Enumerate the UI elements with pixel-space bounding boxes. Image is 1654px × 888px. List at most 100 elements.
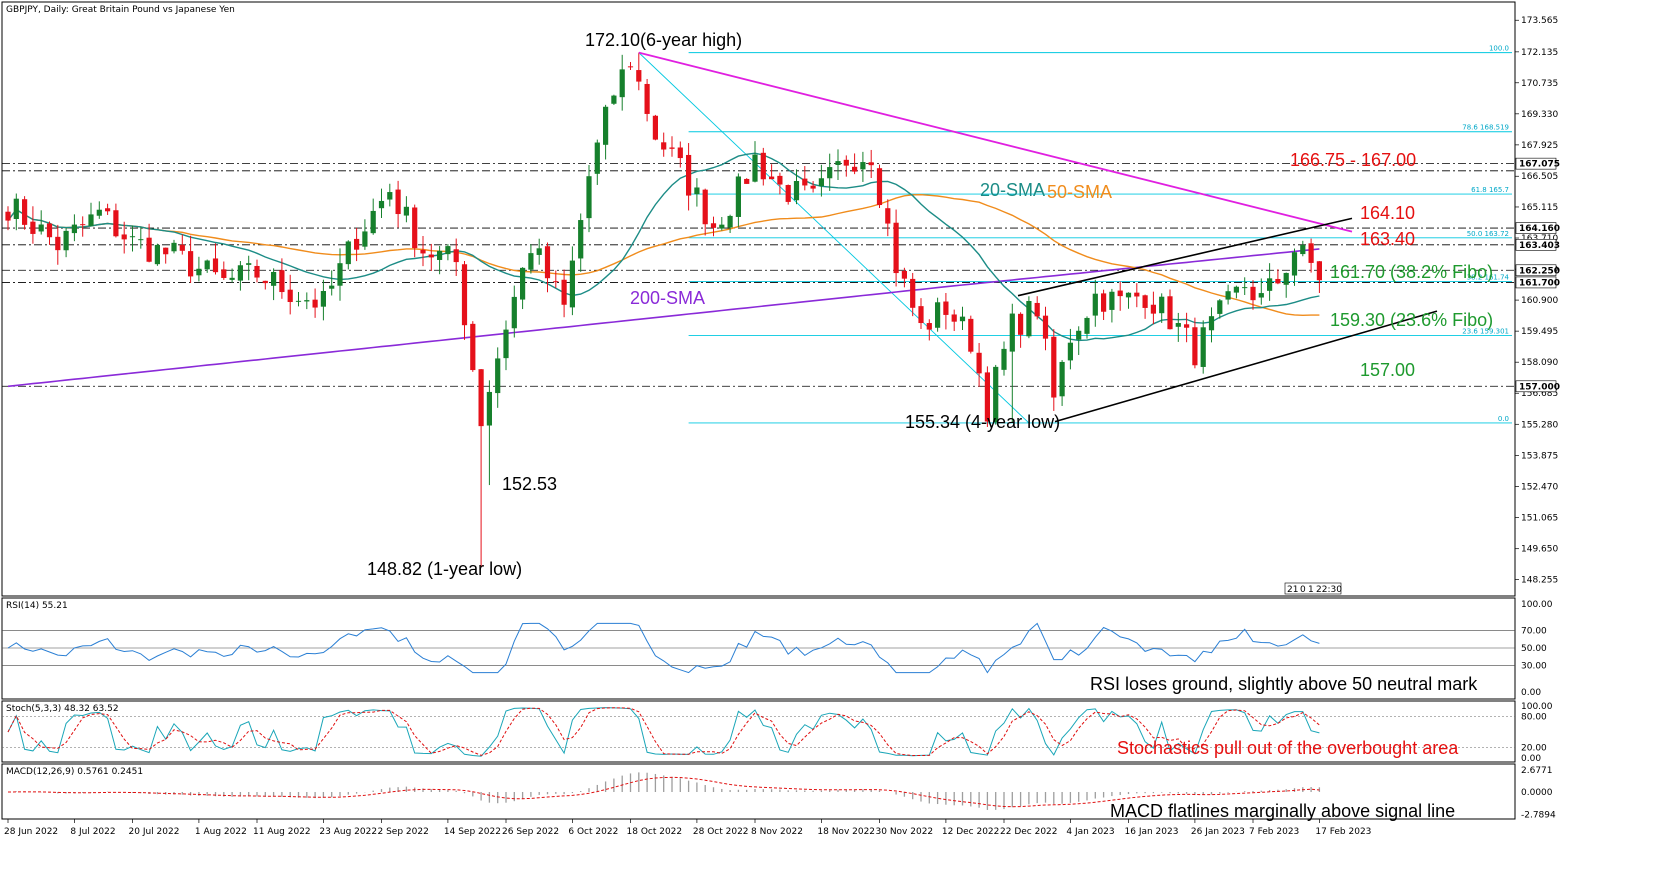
candle-body-147: [1225, 291, 1231, 300]
time-marker-2: 0: [1300, 585, 1306, 595]
price-tick-label-13: 155.280: [1521, 420, 1558, 430]
time-label-7: 14 Sep 2022: [444, 827, 501, 837]
candle-body-11: [96, 209, 102, 216]
candle-body-142: [1184, 324, 1190, 328]
candle-body-105: [876, 168, 883, 206]
rsi-panel-frame: [1, 597, 1516, 700]
fibo-label-4: 38.2 161.74: [1467, 274, 1510, 282]
candle-body-130: [1084, 317, 1090, 334]
moving-averages: [7, 152, 1320, 388]
candle-body-80: [669, 147, 675, 149]
candlesticks: [5, 52, 1322, 568]
candle-body-84: [702, 189, 708, 225]
candle-body-7: [63, 230, 69, 251]
candle-body-69: [578, 220, 584, 259]
candle-body-66: [553, 281, 559, 283]
candle-body-19: [163, 247, 169, 255]
time-label-17: 4 Jan 2023: [1066, 827, 1114, 837]
candle-body-57: [478, 369, 484, 427]
fibo-label-5: 23.6 159.301: [1462, 327, 1509, 335]
label-20-sma: 20-SMA: [980, 180, 1045, 200]
candle-body-98: [818, 178, 824, 187]
candle-body-107: [893, 222, 899, 274]
price-tag-2: 163.403: [1519, 241, 1560, 251]
candle-body-126: [1051, 336, 1057, 398]
candle-body-134: [1117, 290, 1123, 297]
time-axis: 28 Jun 2022 8 Jul 2022 20 Jul 2022 1 Aug 20…: [4, 819, 1371, 837]
price-tag-0: 167.075: [1519, 160, 1560, 170]
annotation-163-40: 163.40: [1360, 229, 1415, 249]
stoch-tick-2: 20.00: [1521, 744, 1547, 754]
candle-body-65: [544, 246, 551, 279]
candle-body-108: [901, 270, 907, 279]
candle-body-94: [785, 185, 791, 202]
candle-body-104: [868, 162, 874, 166]
candle-body-153: [1275, 278, 1281, 284]
candle-body-110: [918, 306, 924, 324]
annotation-157: 157.00: [1360, 360, 1415, 380]
candle-body-48: [403, 206, 409, 216]
macd-panel-frame: [1, 763, 1516, 820]
macd-series: 2.6771 0.0000 -2.7894: [7, 766, 1556, 821]
time-label-9: 6 Oct 2022: [568, 827, 618, 837]
rsi-tick-2: 50.00: [1521, 644, 1547, 654]
candle-body-12: [105, 208, 111, 212]
candle-body-133: [1109, 291, 1115, 310]
candle-body-116: [968, 318, 974, 352]
candle-body-154: [1283, 272, 1289, 285]
candle-body-30: [254, 265, 260, 278]
candle-body-100: [835, 161, 841, 165]
candle-body-103: [860, 162, 866, 170]
candle-body-124: [1034, 302, 1040, 317]
candle-body-150: [1250, 286, 1256, 301]
rsi-tick-4: 0.00: [1521, 688, 1541, 698]
candle-body-10: [88, 214, 94, 226]
time-label-2: 20 Jul 2022: [129, 827, 180, 837]
price-tag-box-0: [1515, 157, 1557, 170]
sma-200-line: [7, 248, 1320, 388]
candle-body-68: [569, 260, 575, 308]
price-tick-label-3: 169.330: [1521, 110, 1558, 120]
time-label-0: 28 Jun 2022: [4, 827, 58, 837]
candle-body-70: [586, 176, 592, 219]
trendlines: [638, 51, 1438, 423]
time-label-3: 1 Aug 2022: [195, 827, 247, 837]
price-tick-label-1: 172.135: [1521, 48, 1558, 58]
time-label-4: 11 Aug 2022: [253, 827, 311, 837]
candle-body-113: [943, 301, 949, 315]
candle-body-106: [885, 208, 891, 224]
candle-body-50: [420, 249, 426, 254]
annotation-zone-166-167: 166.75 - 167.00: [1290, 150, 1416, 170]
time-label-13: 18 Nov 2022: [817, 827, 875, 837]
candle-body-41: [345, 241, 351, 265]
price-axis: 173.565 172.135 170.735 169.330 167.925 166.5…: [1515, 16, 1558, 586]
candle-body-42: [354, 238, 360, 250]
macd-tick-1: 0.0000: [1521, 788, 1553, 798]
annotation-4y-low: 155.34 (4-year low): [905, 412, 1060, 432]
stoch-tick-0: 100.00: [1521, 702, 1553, 712]
price-tag-box-5: [1515, 380, 1557, 393]
candle-body-73: [611, 95, 617, 104]
candle-body-46: [387, 192, 393, 200]
candle-body-102: [852, 166, 858, 172]
candle-body-55: [461, 264, 468, 326]
candle-body-88: [735, 176, 741, 217]
candle-body-23: [196, 268, 202, 276]
rsi-tick-1: 70.00: [1521, 626, 1547, 636]
rsi-tick-3: 30.00: [1521, 662, 1547, 672]
price-tick-label-16: 151.065: [1521, 513, 1558, 523]
candle-body-71: [594, 142, 600, 174]
channel-lower-line: [1054, 310, 1438, 423]
candle-body-143: [1192, 327, 1198, 366]
stoch-panel-frame: [1, 700, 1516, 763]
candle-body-63: [528, 253, 534, 270]
rsi-label: RSI(14) 55.21: [6, 601, 68, 611]
candle-body-158: [1316, 261, 1322, 281]
candle-body-21: [179, 244, 185, 251]
candle-body-44: [370, 210, 376, 234]
time-label-21: 17 Feb 2023: [1315, 827, 1371, 837]
fibonacci-retracement: 100.0 78.6 168.519 61.8 165.7 50.0 163.72 38…: [638, 45, 1512, 424]
candle-body-101: [843, 159, 849, 166]
stoch-label: Stoch(5,3,3) 48.32 63.52: [6, 704, 119, 714]
candle-body-45: [378, 200, 385, 209]
